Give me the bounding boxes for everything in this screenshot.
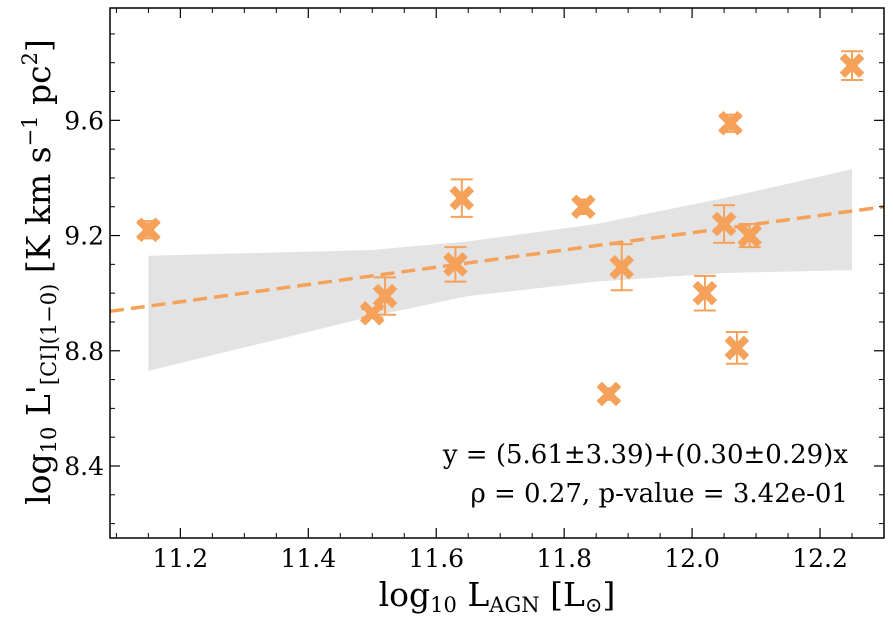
x-marker — [718, 110, 743, 136]
data-point — [609, 243, 635, 292]
y-axis-label: log10 L'[CI](1−0) [K km s−1 pc2] — [18, 39, 61, 505]
x-tick-label: 12.0 — [664, 544, 720, 573]
x-tick-label: 11.8 — [536, 544, 592, 573]
data-point — [136, 217, 161, 243]
x-marker — [596, 381, 622, 407]
correlation-stats: ρ = 0.27, p-value = 3.42e-01 — [470, 479, 848, 509]
x-marker — [449, 185, 475, 211]
axis-ticks-layer: 11.2 11.4 11.6 11.8 12.0 12.2 8.4 8.8 9.2 9.6 — [64, 8, 885, 573]
data-point — [571, 194, 596, 220]
data-point — [692, 274, 718, 312]
y-tick-label: 8.8 — [64, 337, 104, 366]
x-axis-label: log10 LAGN [L⊙] — [379, 575, 616, 617]
confidence-band — [148, 169, 853, 371]
data-point — [449, 178, 475, 218]
data-point — [839, 50, 865, 82]
x-marker — [359, 301, 385, 326]
x-marker — [692, 280, 718, 306]
x-marker — [609, 254, 635, 280]
data-point — [718, 110, 743, 136]
x-marker — [839, 53, 865, 78]
x-tick-label: 11.2 — [153, 544, 209, 573]
data-points-layer — [136, 50, 865, 407]
x-marker — [136, 217, 161, 243]
y-tick-label: 9.2 — [64, 222, 104, 251]
data-point — [372, 276, 398, 316]
x-marker — [443, 252, 468, 277]
fit-equation: y = (5.61±3.39)+(0.30±0.29)x — [442, 440, 848, 470]
x-tick-label: 12.2 — [792, 544, 848, 573]
plot-frame — [109, 7, 885, 539]
x-marker — [737, 223, 762, 248]
x-marker — [571, 194, 596, 220]
x-marker — [372, 283, 398, 309]
fit-line — [109, 205, 885, 314]
data-point — [596, 381, 622, 407]
data-point — [724, 331, 750, 365]
x-marker — [724, 335, 750, 361]
confidence-band-layer — [148, 169, 853, 371]
fit-line-layer — [109, 205, 885, 314]
y-tick-label: 8.4 — [64, 452, 104, 481]
data-point — [737, 223, 762, 249]
x-marker — [711, 211, 737, 237]
data-point — [711, 204, 737, 244]
x-tick-label: 11.4 — [280, 544, 336, 573]
y-tick-label: 9.6 — [64, 106, 104, 135]
data-point — [443, 246, 468, 283]
x-tick-label: 11.6 — [408, 544, 464, 573]
data-point — [359, 301, 385, 326]
